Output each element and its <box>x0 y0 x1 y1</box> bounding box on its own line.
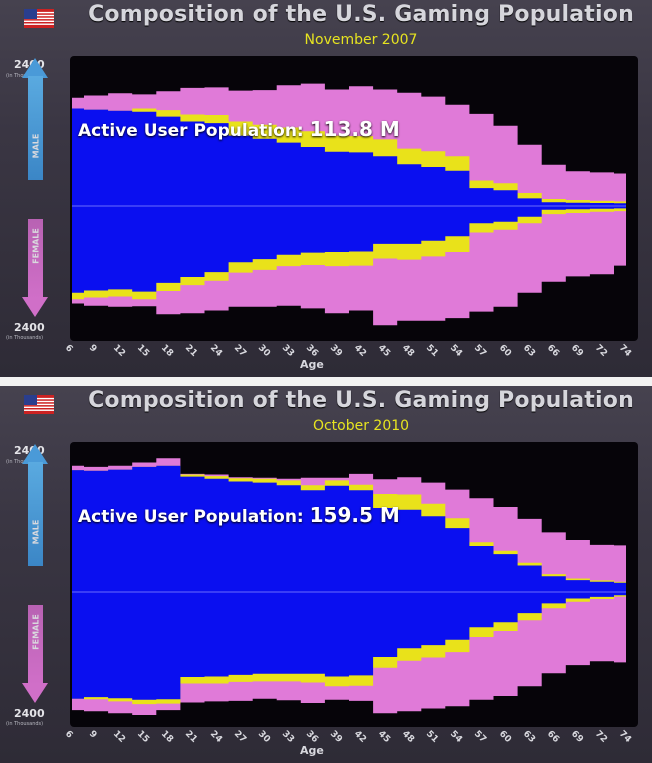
panel-divider <box>0 377 652 386</box>
plot-area <box>70 56 638 341</box>
chart-subtitle: November 2007 <box>304 32 418 48</box>
x-tick-label: 9 <box>87 729 99 741</box>
population-chart <box>72 458 626 715</box>
x-tick-label: 30 <box>255 343 272 359</box>
x-tick-label: 60 <box>496 343 513 359</box>
us-flag-icon <box>24 395 54 414</box>
chart-title: Composition of the U.S. Gaming Populatio… <box>88 2 634 27</box>
population-chart <box>72 83 626 326</box>
x-tick-label: 45 <box>376 343 392 359</box>
x-tick-label: 57 <box>472 343 489 359</box>
y-unit-label: (in Thousands) <box>6 335 44 341</box>
annotation-label: Active User Population: <box>78 121 304 141</box>
x-tick-label: 24 <box>207 343 224 359</box>
y-bottom-label: 2400 <box>14 707 45 720</box>
x-axis-ticks: 6 9 12 15 18 21 24 27 30 33 36 39 42 45 48 51 54 57 60 63 66… <box>0 341 652 365</box>
x-tick-label: 18 <box>159 343 176 359</box>
x-tick-label: 33 <box>279 729 296 745</box>
x-tick-label: 60 <box>496 729 513 745</box>
female-label: FEMALE <box>31 614 41 650</box>
x-tick-label: 66 <box>544 729 561 745</box>
female-bar <box>28 605 43 685</box>
x-tick-label: 24 <box>207 729 224 745</box>
x-tick-label: 63 <box>520 343 537 359</box>
x-tick-label: 27 <box>231 343 248 359</box>
x-tick-label: 36 <box>303 343 320 359</box>
x-tick-label: 12 <box>111 343 128 359</box>
chart-panel-2010: Composition of the U.S. Gaming Populatio… <box>0 386 652 763</box>
x-tick-label: 54 <box>448 343 465 359</box>
male-active-area <box>72 108 626 206</box>
male-bar <box>28 76 43 180</box>
x-tick-label: 21 <box>183 343 200 359</box>
x-tick-label: 45 <box>376 729 392 745</box>
us-flag-icon <box>24 9 54 28</box>
x-tick-label: 54 <box>448 729 465 745</box>
active-user-annotation: Active User Population: 113.8 M <box>78 117 400 141</box>
chart-panel-2007: Composition of the U.S. Gaming Populatio… <box>0 0 652 377</box>
y-unit-label: (in Thousands) <box>6 721 44 727</box>
male-label: MALE <box>31 519 41 545</box>
chart-title: Composition of the U.S. Gaming Populatio… <box>88 388 634 413</box>
x-tick-label: 30 <box>255 729 272 745</box>
x-tick-label: 57 <box>472 729 489 745</box>
x-tick-label: 12 <box>111 729 128 745</box>
annotation-value: 113.8 M <box>309 117 400 141</box>
arrow-up-icon <box>22 58 48 78</box>
arrow-down-icon <box>22 683 48 703</box>
x-tick-label: 27 <box>231 729 248 745</box>
active-user-annotation: Active User Population: 159.5 M <box>78 503 400 527</box>
x-tick-label: 42 <box>351 343 368 359</box>
x-tick-label: 72 <box>592 343 609 359</box>
x-tick-label: 72 <box>592 729 609 745</box>
x-axis-label: Age <box>300 358 324 371</box>
female-label: FEMALE <box>31 228 41 264</box>
x-tick-label: 63 <box>520 729 537 745</box>
x-tick-label: 36 <box>303 729 320 745</box>
y-bottom-label: 2400 <box>14 321 45 334</box>
female-active-area <box>72 592 626 700</box>
x-tick-label: 48 <box>400 343 417 359</box>
x-tick-label: 48 <box>400 729 417 745</box>
arrow-up-icon <box>22 444 48 464</box>
male-bar <box>28 462 43 566</box>
x-tick-label: 42 <box>351 729 368 745</box>
x-tick-label: 21 <box>183 729 200 745</box>
x-tick-label: 18 <box>159 729 176 745</box>
chart-subtitle: October 2010 <box>312 418 410 434</box>
x-axis-label: Age <box>300 744 324 757</box>
male-active-area <box>72 465 626 592</box>
male-label: MALE <box>31 133 41 159</box>
x-tick-label: 51 <box>424 729 441 745</box>
x-tick-label: 69 <box>568 343 585 359</box>
female-active-area <box>72 206 626 293</box>
x-tick-label: 15 <box>135 729 152 745</box>
x-tick-label: 69 <box>568 729 585 745</box>
x-tick-label: 39 <box>327 729 344 745</box>
x-tick-label: 74 <box>616 343 633 359</box>
x-tick-label: 6 <box>62 343 75 355</box>
x-axis-ticks: 6 9 12 15 18 21 24 27 30 33 36 39 42 45 48 51 54 57 60 63 66… <box>0 727 652 751</box>
x-tick-label: 74 <box>616 729 633 745</box>
x-tick-label: 39 <box>327 343 344 359</box>
annotation-label: Active User Population: <box>78 507 304 527</box>
plot-area <box>70 442 638 727</box>
annotation-value: 159.5 M <box>309 503 400 527</box>
x-tick-label: 33 <box>279 343 296 359</box>
female-bar <box>28 219 43 299</box>
x-tick-label: 6 <box>62 729 75 741</box>
x-tick-label: 9 <box>87 343 99 355</box>
arrow-down-icon <box>22 297 48 317</box>
x-tick-label: 66 <box>544 343 561 359</box>
x-tick-label: 15 <box>135 343 152 359</box>
x-tick-label: 51 <box>424 343 441 359</box>
